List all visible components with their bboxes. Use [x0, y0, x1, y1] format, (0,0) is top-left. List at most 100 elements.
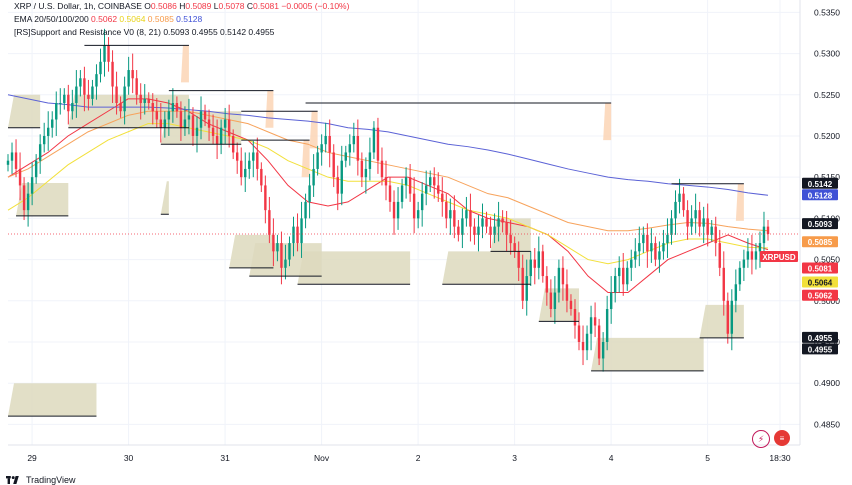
- candle-106: [433, 167, 436, 199]
- resistance-zone-3: [301, 140, 310, 178]
- candle-187: [758, 231, 762, 268]
- candle-137: [557, 259, 561, 303]
- support-zone-3: [8, 94, 41, 128]
- candle-body-85: [348, 144, 352, 153]
- candle-105: [429, 170, 432, 193]
- price-label-5: 0.5081: [808, 265, 833, 274]
- candle-body-38: [159, 119, 163, 128]
- time-tick-7: 5: [705, 453, 710, 463]
- candle-body-65: [268, 210, 271, 235]
- lightning-icon[interactable]: ⚡: [752, 430, 770, 448]
- candle-152: [618, 256, 621, 293]
- price-label-bg-5: [802, 262, 838, 274]
- candle-66: [272, 218, 275, 267]
- candle-98: [400, 178, 404, 209]
- candle-162: [658, 241, 661, 273]
- price-label-bg-4: [760, 251, 798, 263]
- candle-body-32: [135, 78, 138, 95]
- candle-100: [408, 163, 412, 202]
- candle-37: [155, 98, 158, 128]
- candle-body-50: [207, 119, 211, 128]
- candle-body-1: [10, 152, 14, 161]
- candle-174: [706, 203, 709, 247]
- flag-icon[interactable]: ≡: [774, 430, 790, 446]
- candle-172: [698, 201, 701, 237]
- candle-44: [183, 106, 187, 136]
- candle-body-180: [730, 300, 734, 334]
- support-zone-11: [538, 288, 580, 322]
- candle-body-7: [34, 160, 38, 178]
- price-label-7: 0.5062: [808, 292, 833, 301]
- candle-body-132: [537, 251, 540, 268]
- candle-144: [585, 325, 589, 361]
- candle-129: [525, 259, 528, 316]
- candle-92: [376, 117, 380, 174]
- candle-180: [730, 289, 734, 351]
- candle-body-25: [107, 45, 110, 62]
- candle-130: [529, 251, 532, 286]
- chart-grid: [8, 0, 800, 445]
- candle-body-188: [762, 226, 766, 244]
- candle-73: [300, 201, 303, 258]
- candle-body-149: [605, 309, 609, 342]
- candle-19: [83, 66, 86, 112]
- ema50-value: 0.5064: [119, 14, 146, 24]
- tradingview-footer[interactable]: TradingView: [6, 475, 76, 485]
- support-resistance-lines: [8, 44, 744, 417]
- candle-body-90: [368, 152, 372, 169]
- candle-175: [710, 220, 713, 242]
- candle-body-119: [485, 218, 488, 227]
- candle-160: [650, 228, 653, 263]
- candle-145: [589, 305, 593, 351]
- candle-body-189: [766, 226, 770, 235]
- candle-173: [702, 206, 705, 244]
- candle-body-106: [433, 177, 436, 186]
- close-label: C: [246, 1, 254, 11]
- support-zone-13: [699, 304, 744, 338]
- candle-body-10: [47, 127, 50, 136]
- candle-40: [167, 99, 171, 136]
- candle-body-140: [569, 300, 573, 310]
- candle-138: [561, 256, 565, 301]
- candle-body-22: [95, 74, 98, 87]
- candle-body-115: [469, 210, 472, 227]
- candle-body-96: [392, 201, 396, 219]
- price-label-bg-7: [802, 289, 838, 301]
- candle-23: [99, 48, 102, 83]
- price-tick-4: 0.5150: [814, 172, 840, 182]
- candle-33: [139, 83, 142, 120]
- candle-body-93: [380, 160, 384, 178]
- candle-134: [545, 266, 549, 306]
- candle-118: [481, 203, 484, 239]
- candle-body-4: [22, 185, 26, 211]
- candle-body-36: [151, 103, 154, 112]
- open-value: 0.5086: [150, 1, 177, 11]
- candle-176: [714, 216, 717, 257]
- candle-139: [565, 269, 569, 313]
- candle-body-110: [449, 210, 452, 219]
- candle-70: [288, 236, 291, 267]
- candle-34: [143, 84, 146, 115]
- candle-5: [26, 182, 30, 227]
- candle-body-133: [541, 251, 545, 277]
- candle-body-144: [585, 333, 589, 351]
- candle-body-172: [698, 210, 701, 227]
- candle-189: [766, 220, 770, 241]
- candle-body-54: [223, 119, 227, 128]
- candle-body-5: [26, 193, 30, 211]
- candle-39: [163, 111, 167, 138]
- candle-body-100: [408, 177, 412, 194]
- candle-127: [517, 241, 520, 282]
- legend-sr-row[interactable]: [RS]Support and Resistance V0 (8, 21) 0.…: [14, 26, 349, 39]
- candle-20: [87, 79, 90, 111]
- candle-10: [47, 111, 50, 151]
- price-label-4: XRPUSD: [762, 253, 796, 262]
- candle-123: [501, 210, 504, 233]
- candle-body-129: [525, 276, 528, 301]
- candle-body-143: [581, 341, 585, 351]
- candle-body-135: [549, 292, 553, 310]
- candle-body-112: [457, 226, 460, 235]
- candle-body-145: [589, 317, 593, 334]
- legend-ema-row[interactable]: EMA 20/50/100/200 0.5062 0.5064 0.5085 0…: [14, 13, 349, 26]
